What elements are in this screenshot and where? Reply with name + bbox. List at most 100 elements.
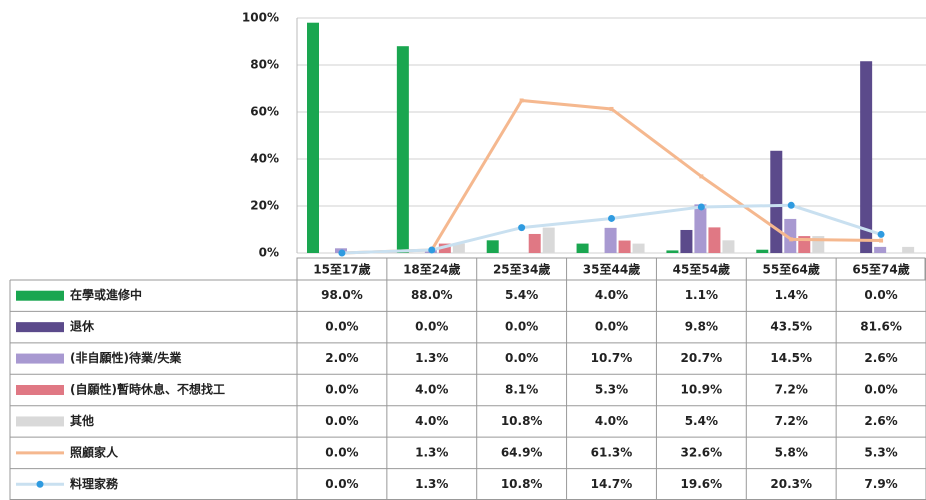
marker (699, 174, 704, 179)
table-cell: 0.0% (505, 320, 538, 334)
table-cell: 1.4% (775, 288, 808, 302)
table-cell: 7.2% (775, 383, 808, 397)
bar (874, 246, 887, 253)
x-tick-label: 18至24歲 (403, 262, 460, 277)
table-cell: 2.0% (325, 351, 358, 365)
table-cell: 7.9% (864, 477, 897, 491)
y-tick-label: 100% (242, 11, 279, 25)
marker (697, 203, 705, 211)
legend-label: 料理家務 (70, 476, 119, 491)
legend-label: (非自願性)待業/失業 (70, 350, 182, 365)
legend-label: (自願性)暫時休息、不想找工 (70, 382, 225, 397)
legend-swatch (16, 322, 64, 333)
table-cell: 5.4% (505, 288, 538, 302)
table-cell: 10.9% (681, 383, 723, 397)
table-cell: 14.7% (591, 477, 633, 491)
bar (632, 243, 645, 253)
x-tick-label: 45至54歲 (673, 262, 730, 277)
x-tick-label: 15至17歲 (313, 262, 370, 277)
table-cell: 61.3% (591, 445, 633, 459)
table-cell: 32.6% (681, 445, 723, 459)
x-tick-label: 55至64歲 (763, 262, 820, 277)
table-cell: 0.0% (864, 383, 897, 397)
marker (789, 237, 794, 242)
y-tick-label: 40% (250, 152, 279, 166)
table-cell: 8.1% (505, 383, 538, 397)
table-cell: 0.0% (505, 351, 538, 365)
table-cell: 5.4% (685, 414, 718, 428)
bar (784, 218, 797, 253)
table-cell: 7.2% (775, 414, 808, 428)
table-cell: 0.0% (325, 383, 358, 397)
table-cell: 5.3% (595, 383, 628, 397)
table-cell: 4.0% (595, 288, 628, 302)
table-cell: 88.0% (411, 288, 453, 302)
marker (518, 224, 526, 232)
marker (787, 201, 795, 209)
y-tick-label: 80% (250, 58, 279, 72)
table-cell: 0.0% (595, 320, 628, 334)
table-cell: 5.8% (775, 445, 808, 459)
table-cell: 2.6% (864, 351, 897, 365)
bar (666, 250, 679, 253)
table-cell: 19.6% (681, 477, 723, 491)
legend-label: 其他 (70, 413, 94, 428)
table-cell: 20.7% (681, 351, 723, 365)
table-cell: 43.5% (770, 320, 812, 334)
marker (519, 98, 524, 103)
y-tick-label: 20% (250, 199, 279, 213)
legend-swatch (16, 416, 64, 427)
y-tick-label: 60% (250, 105, 279, 119)
table-cell: 4.0% (415, 414, 448, 428)
legend-marker (36, 480, 44, 488)
x-tick-label: 65至74歲 (852, 262, 909, 277)
table-cell: 0.0% (864, 288, 897, 302)
legend-label: 退休 (70, 319, 95, 334)
table-cell: 9.8% (685, 320, 718, 334)
bar (708, 227, 721, 253)
y-tick-label: 0% (259, 246, 279, 260)
table-cell: 64.9% (501, 445, 543, 459)
bar (770, 150, 783, 253)
marker (879, 238, 884, 243)
table-cell: 0.0% (415, 320, 448, 334)
bar (722, 240, 735, 253)
table-cell: 5.3% (864, 445, 897, 459)
bar (438, 243, 451, 253)
table-cell: 2.6% (864, 414, 897, 428)
bar (576, 243, 589, 253)
bar (307, 22, 319, 254)
marker (609, 106, 614, 111)
legend-label: 在學或進修中 (70, 287, 142, 302)
table-cell: 10.7% (591, 351, 633, 365)
bar (528, 233, 541, 253)
marker (428, 246, 436, 254)
marker (877, 230, 885, 238)
table-cell: 0.0% (325, 445, 358, 459)
legend-label: 照顧家人 (70, 444, 119, 459)
table-cell: 1.3% (415, 477, 448, 491)
table-cell: 1.3% (415, 351, 448, 365)
bar (396, 46, 409, 254)
table-cell: 10.8% (501, 477, 543, 491)
table-cell: 14.5% (770, 351, 812, 365)
table-cell: 81.6% (860, 320, 902, 334)
x-tick-label: 25至34歲 (493, 262, 550, 277)
legend-swatch (16, 385, 64, 395)
table-cell: 1.1% (685, 288, 718, 302)
legend-swatch (16, 290, 64, 301)
marker (608, 214, 615, 222)
bar (902, 246, 915, 253)
table-cell: 20.3% (770, 477, 812, 491)
marker (338, 249, 346, 257)
bar (452, 243, 465, 253)
table-cell: 10.8% (501, 414, 543, 428)
bar (542, 227, 555, 253)
bar (604, 227, 617, 253)
legend-swatch (16, 353, 64, 364)
table-cell: 0.0% (325, 477, 358, 491)
table-cell: 0.0% (325, 320, 358, 334)
x-tick-label: 35至44歲 (583, 262, 640, 277)
bar (694, 204, 707, 253)
